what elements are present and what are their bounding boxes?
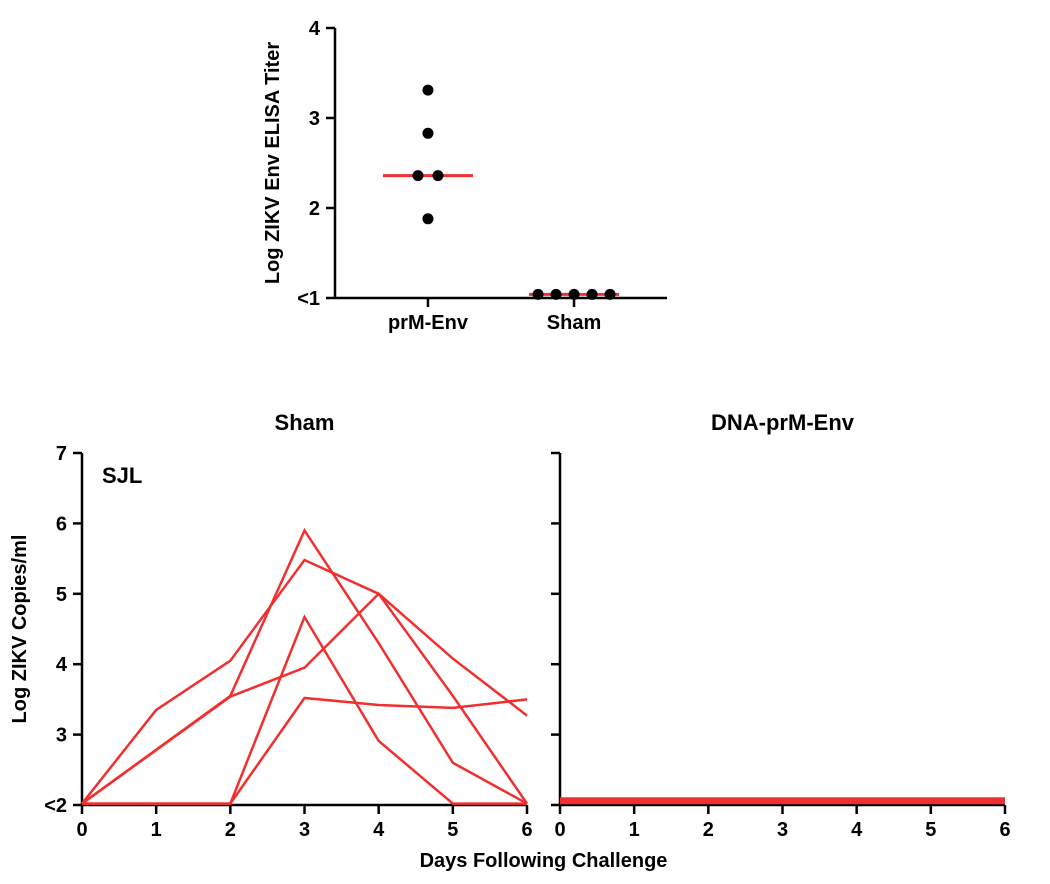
y-tick-label: 3 bbox=[56, 725, 67, 747]
data-point bbox=[551, 289, 562, 300]
x-tick-label: 0 bbox=[554, 819, 565, 841]
y-tick-label: 4 bbox=[56, 654, 68, 676]
x-axis-label: Days Following Challenge bbox=[420, 850, 668, 872]
y-tick-label: 7 bbox=[56, 443, 67, 465]
x-tick-label: 4 bbox=[373, 819, 385, 841]
data-point bbox=[412, 170, 423, 181]
x-tick-label: 2 bbox=[703, 819, 714, 841]
x-tick-label: 1 bbox=[151, 819, 162, 841]
x-tick-label: 3 bbox=[777, 819, 788, 841]
data-point bbox=[422, 128, 433, 139]
bottom-right-chart: DNA-prM-Env 0 1 2 3 4 5 6 bbox=[551, 410, 1011, 841]
x-tick-label: 3 bbox=[299, 819, 310, 841]
panel-title: Sham bbox=[275, 410, 335, 435]
data-point bbox=[605, 289, 616, 300]
y-axis-label: Log ZIKV Copies/ml bbox=[9, 535, 31, 724]
y-tick-label: 2 bbox=[309, 198, 320, 220]
data-point bbox=[422, 85, 433, 96]
data-point bbox=[533, 289, 544, 300]
x-tick-label: 0 bbox=[76, 819, 87, 841]
y-tick-label: <1 bbox=[297, 288, 320, 310]
y-tick-label: 4 bbox=[309, 18, 321, 40]
panel-title: DNA-prM-Env bbox=[711, 410, 855, 435]
series-line bbox=[82, 698, 527, 804]
bottom-panels: Sham <2 3 4 5 6 7 Log ZIKV Copies/ml 0 1 2 3 4 5 6 SJL D… bbox=[9, 410, 1011, 872]
x-tick-label: 2 bbox=[225, 819, 236, 841]
x-tick-label: 1 bbox=[629, 819, 640, 841]
series-line bbox=[82, 617, 527, 804]
y-tick-label: 5 bbox=[56, 584, 67, 606]
x-tick-label: 4 bbox=[851, 819, 863, 841]
y-tick-label: <2 bbox=[44, 795, 67, 817]
y-tick-label: 6 bbox=[56, 513, 67, 535]
bottom-left-chart: Sham <2 3 4 5 6 7 Log ZIKV Copies/ml 0 1 2 3 4 5 6 SJL bbox=[9, 410, 533, 841]
y-axis-label: Log ZIKV Env ELISA Titer bbox=[262, 42, 284, 284]
data-point bbox=[569, 289, 580, 300]
y-tick-label: 3 bbox=[309, 108, 320, 130]
x-tick-label: 5 bbox=[925, 819, 936, 841]
data-point bbox=[587, 289, 598, 300]
x-tick-label: 6 bbox=[999, 819, 1010, 841]
x-tick-label: 5 bbox=[447, 819, 458, 841]
in-panel-label: SJL bbox=[102, 463, 142, 488]
x-category-label: Sham bbox=[547, 312, 601, 334]
x-category-label: prM-Env bbox=[388, 312, 469, 334]
data-point bbox=[422, 213, 433, 224]
top-scatter-chart: <1 2 3 4 Log ZIKV Env ELISA Titer prM-Env Sham bbox=[262, 18, 667, 334]
x-tick-label: 6 bbox=[521, 819, 532, 841]
data-point bbox=[432, 170, 443, 181]
